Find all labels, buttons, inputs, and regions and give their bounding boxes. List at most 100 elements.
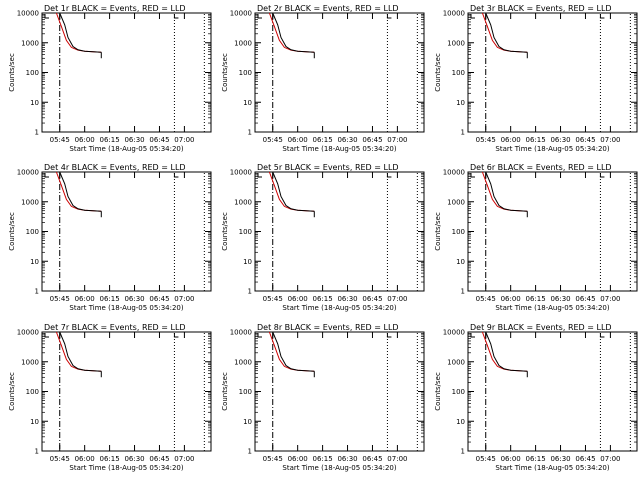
y-tick-label: 1000: [21, 358, 39, 366]
x-tick-label: 06:30: [550, 455, 570, 463]
plot-frame: [467, 12, 638, 133]
x-axis-title: Start Time (18-Aug-05 05:34:20): [282, 464, 396, 472]
events-series-line: [272, 171, 315, 212]
y-tick-label: 100: [239, 228, 252, 236]
x-tick-label: 06:00: [501, 455, 521, 463]
x-tick-label: 06:45: [149, 136, 169, 144]
plot-title: Det 5r BLACK = Events, RED = LLD: [257, 163, 399, 172]
start-bracket: [44, 173, 49, 178]
x-tick-label: 06:45: [362, 295, 382, 303]
plot-frame: [467, 171, 638, 292]
plot-title: Det 9r BLACK = Events, RED = LLD: [470, 323, 612, 332]
x-tick-label: 06:45: [149, 295, 169, 303]
x-tick-label: 06:15: [526, 455, 546, 463]
events-series-line: [59, 331, 102, 372]
lld-series-line: [55, 12, 102, 53]
x-tick-label: 05:45: [263, 136, 283, 144]
x-axis-title: Start Time (18-Aug-05 05:34:20): [495, 464, 609, 472]
y-tick-label: 10000: [230, 10, 252, 18]
y-tick-label: 10000: [443, 329, 465, 337]
y-tick-label: 10000: [230, 329, 252, 337]
plot-frame: [41, 331, 212, 452]
x-tick-label: 06:45: [575, 295, 595, 303]
lld-series-line: [55, 171, 102, 212]
y-tick-label: 10000: [17, 329, 39, 337]
x-tick-label: 06:45: [149, 455, 169, 463]
plot-panel-6: Det 6r BLACK = Events, RED = LLD 1 10 100 10…: [434, 163, 638, 312]
x-tick-label: 05:45: [50, 136, 70, 144]
lld-series-line: [268, 12, 315, 53]
plot-title: Det 4r BLACK = Events, RED = LLD: [44, 163, 186, 172]
end-bracket: [386, 14, 392, 19]
y-tick-label: 10000: [443, 169, 465, 177]
x-axis-title: Start Time (18-Aug-05 05:34:20): [282, 145, 396, 153]
plot-frame: [254, 171, 425, 292]
y-tick-label: 1: [461, 129, 465, 137]
x-tick-label: 06:00: [75, 136, 95, 144]
y-tick-label: 1: [461, 288, 465, 296]
x-tick-label: 05:45: [263, 455, 283, 463]
events-series-line: [485, 331, 528, 372]
lld-series-line: [268, 331, 315, 372]
x-tick-label: 06:30: [337, 136, 357, 144]
plot-panel-3: Det 3r BLACK = Events, RED = LLD 1 10 100 10…: [434, 4, 638, 153]
x-axis-title: Start Time (18-Aug-05 05:34:20): [495, 304, 609, 312]
start-bracket: [257, 14, 262, 19]
plot-panel-2: Det 2r BLACK = Events, RED = LLD 1 10 100 10…: [221, 4, 425, 153]
y-axis-title: Counts/sec: [221, 53, 229, 92]
y-tick-label: 100: [452, 388, 465, 396]
plot-frame: [254, 12, 425, 133]
y-axis-title: Counts/sec: [434, 212, 442, 251]
lld-series-line: [481, 171, 528, 212]
y-tick-label: 10: [243, 418, 252, 426]
start-bracket: [257, 333, 262, 338]
y-tick-label: 1000: [447, 358, 465, 366]
x-tick-label: 07:00: [174, 295, 194, 303]
x-tick-label: 05:45: [476, 136, 496, 144]
plot-panel-7: Det 7r BLACK = Events, RED = LLD 1 10 100 10…: [8, 323, 212, 472]
x-axis-title: Start Time (18-Aug-05 05:34:20): [69, 145, 183, 153]
x-tick-label: 06:30: [337, 295, 357, 303]
x-tick-label: 07:00: [387, 136, 407, 144]
plot-panel-9: Det 9r BLACK = Events, RED = LLD 1 10 100 10…: [434, 323, 638, 472]
end-bracket: [173, 173, 179, 178]
x-tick-label: 07:00: [600, 136, 620, 144]
y-tick-label: 100: [26, 388, 39, 396]
events-series-line: [59, 171, 102, 212]
y-tick-label: 10: [456, 418, 465, 426]
x-tick-label: 06:15: [313, 455, 333, 463]
end-bracket: [386, 333, 392, 338]
start-bracket: [470, 333, 475, 338]
y-tick-label: 1: [461, 448, 465, 456]
y-tick-label: 10: [30, 258, 39, 266]
x-tick-label: 06:30: [550, 136, 570, 144]
x-tick-label: 06:30: [550, 295, 570, 303]
x-tick-label: 06:00: [75, 295, 95, 303]
start-bracket: [257, 173, 262, 178]
x-axis-title: Start Time (18-Aug-05 05:34:20): [69, 304, 183, 312]
x-tick-label: 06:15: [526, 295, 546, 303]
x-tick-label: 06:15: [313, 136, 333, 144]
x-tick-label: 06:45: [575, 455, 595, 463]
y-axis-title: Counts/sec: [8, 53, 16, 92]
x-tick-label: 06:15: [526, 136, 546, 144]
x-tick-label: 06:00: [288, 455, 308, 463]
x-tick-label: 06:15: [100, 455, 120, 463]
y-tick-label: 1: [35, 448, 39, 456]
y-tick-label: 10: [243, 258, 252, 266]
x-tick-label: 07:00: [174, 455, 194, 463]
y-tick-label: 1: [35, 288, 39, 296]
plot-frame: [254, 331, 425, 452]
x-tick-label: 05:45: [476, 295, 496, 303]
lld-series-line: [55, 331, 102, 372]
y-tick-label: 1000: [234, 198, 252, 206]
x-axis-title: Start Time (18-Aug-05 05:34:20): [282, 304, 396, 312]
x-tick-label: 06:45: [575, 136, 595, 144]
end-bracket: [386, 173, 392, 178]
events-series-line: [272, 331, 315, 372]
y-tick-label: 100: [452, 69, 465, 77]
y-tick-label: 100: [239, 69, 252, 77]
start-bracket: [44, 14, 49, 19]
y-axis-title: Counts/sec: [221, 212, 229, 251]
